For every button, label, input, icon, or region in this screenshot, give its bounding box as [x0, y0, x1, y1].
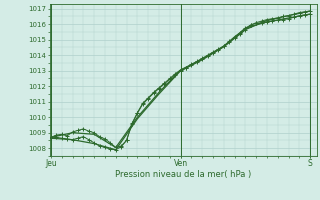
X-axis label: Pression niveau de la mer( hPa ): Pression niveau de la mer( hPa ) — [115, 170, 251, 179]
